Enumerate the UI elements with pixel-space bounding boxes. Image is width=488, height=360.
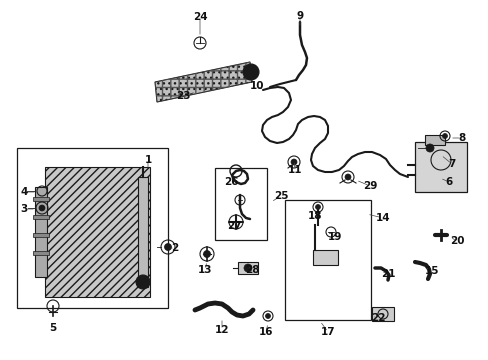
Text: 23: 23 <box>175 91 190 101</box>
Bar <box>138 177 148 287</box>
Circle shape <box>315 204 320 210</box>
Text: 9: 9 <box>296 11 303 21</box>
Text: 22: 22 <box>370 313 385 323</box>
Text: 11: 11 <box>287 165 302 175</box>
Bar <box>35 187 47 277</box>
Circle shape <box>265 314 270 319</box>
Text: 29: 29 <box>362 181 376 191</box>
Text: 27: 27 <box>226 221 241 231</box>
Text: 28: 28 <box>244 265 259 275</box>
Bar <box>371 307 393 321</box>
Circle shape <box>39 205 45 211</box>
Bar <box>33 215 49 219</box>
Circle shape <box>136 275 150 289</box>
Text: 17: 17 <box>320 327 335 337</box>
Text: 3: 3 <box>20 204 27 214</box>
Text: 2: 2 <box>171 243 178 253</box>
Text: 19: 19 <box>327 232 342 242</box>
Circle shape <box>243 64 259 80</box>
Bar <box>424 135 444 145</box>
Circle shape <box>290 159 296 165</box>
Bar <box>33 233 49 237</box>
Text: 1: 1 <box>144 155 151 165</box>
Circle shape <box>425 144 433 152</box>
Text: 26: 26 <box>224 177 238 187</box>
Text: 12: 12 <box>214 325 229 335</box>
Bar <box>238 262 258 274</box>
Circle shape <box>442 134 447 139</box>
Text: 8: 8 <box>457 133 465 143</box>
Text: 14: 14 <box>375 213 389 223</box>
Bar <box>285 200 370 320</box>
Circle shape <box>345 174 350 180</box>
Circle shape <box>203 251 210 257</box>
Text: 6: 6 <box>445 177 452 187</box>
Bar <box>33 251 49 255</box>
Text: 20: 20 <box>449 236 463 246</box>
Polygon shape <box>155 62 251 102</box>
Bar <box>215 168 266 240</box>
Text: 21: 21 <box>380 269 394 279</box>
Bar <box>414 142 466 192</box>
Text: 24: 24 <box>192 12 207 22</box>
Bar <box>33 197 49 201</box>
Bar <box>45 167 150 297</box>
Text: 13: 13 <box>197 265 212 275</box>
Text: 4: 4 <box>20 187 28 197</box>
Text: 18: 18 <box>307 211 322 221</box>
Bar <box>312 250 337 265</box>
Text: 25: 25 <box>273 191 287 201</box>
Text: 16: 16 <box>258 327 273 337</box>
Text: 10: 10 <box>249 81 264 91</box>
Circle shape <box>244 264 251 272</box>
Circle shape <box>164 243 171 251</box>
Text: 7: 7 <box>447 159 455 169</box>
Text: 15: 15 <box>424 266 438 276</box>
Text: 5: 5 <box>49 323 57 333</box>
Bar <box>17 148 168 308</box>
